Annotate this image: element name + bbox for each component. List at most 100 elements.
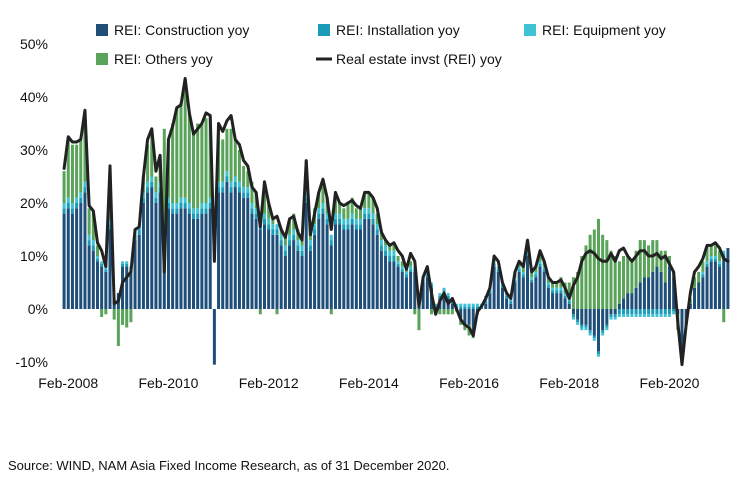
x-tick-label: Feb-2008 [38,375,98,391]
bar-others [709,245,713,256]
bar-equipment [396,261,400,264]
bar-installation [404,274,408,278]
bar-construction [137,234,141,309]
bar-construction [442,293,446,309]
bar-construction [246,197,250,309]
bar-construction [283,256,287,309]
bar-others [601,234,605,309]
bar-construction [221,192,225,309]
bar-construction [496,271,500,309]
bar-equipment [288,234,292,241]
bar-equipment [634,314,638,317]
bar-installation [467,306,471,309]
bar-construction [104,271,108,309]
bar-others [409,261,413,267]
bar-others [258,309,262,315]
bar-others [638,240,642,283]
bar-equipment [179,197,183,203]
bar-equipment [467,303,471,307]
bar-construction [530,282,534,309]
bar-others [442,309,446,315]
bar-construction [609,309,613,315]
bar-equipment [517,266,521,270]
bar-others [183,81,187,198]
bar-others [551,282,555,288]
bar-construction [158,192,162,309]
bar-construction [718,266,722,309]
bar-construction [505,298,509,309]
bar-construction [200,213,204,309]
bar-installation [87,240,91,246]
bar-installation [672,309,676,312]
bar-installation [313,229,317,235]
bar-construction [254,218,258,309]
bar-construction [630,293,634,309]
bar-others [317,192,321,209]
bar-construction [726,248,730,309]
bar-equipment [313,224,317,230]
bar-installation [538,263,542,267]
bar-installation [709,258,713,262]
bar-construction [484,303,488,309]
bar-equipment [363,208,367,214]
bar-equipment [563,293,567,296]
bar-installation [647,309,651,315]
bar-others [91,213,95,241]
bar-construction [66,208,70,309]
bar-equipment [359,218,363,225]
bar-construction [95,261,99,309]
bar-construction [346,229,350,309]
bar-equipment [208,197,212,203]
bar-construction [292,240,296,309]
legend-label: REI: Installation yoy [336,22,460,38]
bar-others [705,245,709,262]
bar-installation [262,218,266,225]
bar-installation [609,314,613,317]
bar-construction [150,187,154,309]
bar-others [79,139,83,193]
bar-installation [192,213,196,219]
bar-equipment [446,293,450,296]
bar-construction [659,271,663,309]
bar-equipment [434,303,438,307]
bar-installation [100,263,104,267]
bar-others [588,234,592,309]
bar-installation [342,224,346,230]
bar-others [617,261,621,304]
bar-installation [91,245,95,251]
bar-equipment [651,314,655,317]
bar-equipment [325,213,329,219]
bar-equipment [196,208,200,214]
bar-others [70,144,74,203]
bar-construction [321,213,325,309]
bar-others [363,192,367,209]
bar-equipment [659,314,663,317]
bar-construction [313,234,317,309]
bar-others [584,245,588,309]
bar-installation [655,309,659,315]
bar-installation [204,208,208,214]
bar-equipment [338,213,342,219]
bar-construction [392,261,396,309]
bar-construction [509,303,513,309]
bar-equipment [154,192,158,198]
bar-others [121,309,125,325]
bar-equipment [663,314,667,317]
bar-construction [212,309,216,365]
bar-construction [350,224,354,309]
bar-construction [634,287,638,309]
bar-construction [409,271,413,309]
bar-construction [546,287,550,309]
bar-equipment [171,203,175,209]
legend-label: REI: Equipment yoy [542,22,666,38]
bar-installation [517,269,521,272]
bar-construction [613,309,617,315]
bar-others [329,309,333,315]
y-tick-label: 10% [20,248,48,264]
bar-equipment [617,314,621,317]
bar-equipment [709,256,713,259]
bar-installation [475,306,479,309]
bar-construction [500,287,504,309]
bar-installation [308,245,312,251]
bar-construction [354,229,358,309]
